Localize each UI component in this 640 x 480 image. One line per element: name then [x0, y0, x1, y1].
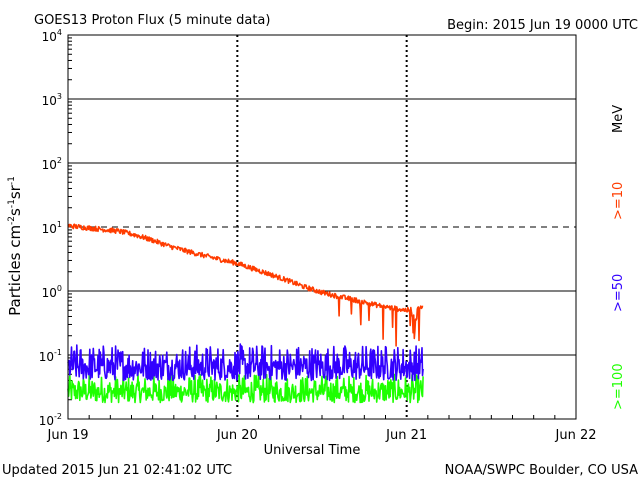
- updated-time: Updated 2015 Jun 21 02:41:02 UTC: [2, 463, 232, 478]
- legend-unit-mev: MeV: [611, 105, 626, 133]
- legend-100mev: >=100: [611, 363, 626, 410]
- y-tick-label: 102: [42, 156, 62, 172]
- y-tick-label: 103: [42, 92, 62, 108]
- y-axis-label: Particles cm-2s-1sr-1: [6, 176, 24, 316]
- series-layer: [67, 223, 424, 404]
- legend-label-10mev: >=10: [611, 182, 626, 220]
- gridlines: [68, 37, 576, 401]
- y-tick-label: 101: [42, 220, 62, 236]
- legend-50mev: >=50: [611, 274, 626, 312]
- series-line-50MeV: [67, 343, 424, 382]
- x-tick-label: Jun 21: [385, 428, 427, 443]
- y-tick-label: 100: [42, 284, 62, 300]
- legend-10mev: >=10: [611, 182, 626, 220]
- svg-text:Particles cm-2s-1sr-1: Particles cm-2s-1sr-1: [6, 176, 24, 316]
- credit: NOAA/SWPC Boulder, CO USA: [445, 463, 638, 478]
- begin-time: Begin: 2015 Jun 19 0000 UTC: [447, 18, 638, 33]
- x-axis-label: Universal Time: [264, 443, 361, 458]
- plot-frame: [67, 34, 577, 420]
- chart-title: GOES13 Proton Flux (5 minute data): [34, 13, 270, 28]
- x-tick-label: Jun 20: [216, 428, 258, 443]
- x-tick-label: Jun 19: [47, 428, 89, 443]
- legend-mev-unit: MeV: [611, 105, 626, 133]
- legend-label-50mev: >=50: [611, 274, 626, 312]
- series-line-100MeV: [67, 373, 424, 404]
- x-tick-labels: Jun 19 Jun 20 Jun 21 Jun 22: [47, 428, 597, 443]
- y-tick-label: 10-1: [39, 348, 62, 364]
- series-line-10MeV: [67, 223, 424, 347]
- legend-label-100mev: >=100: [611, 363, 626, 410]
- y-tick-labels: 10-2 10-1 100 101 102 103 104: [39, 28, 62, 428]
- x-tick-label: Jun 22: [555, 428, 597, 443]
- y-tick-label: 10-2: [39, 412, 62, 428]
- y-tick-label: 104: [42, 28, 62, 44]
